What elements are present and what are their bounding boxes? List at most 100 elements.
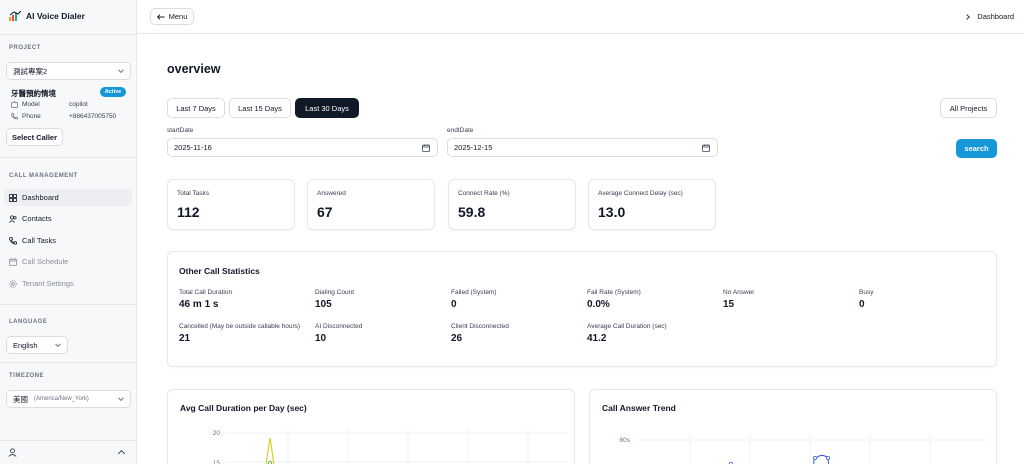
sidebar-item-label: Call Tasks	[22, 236, 57, 245]
y-tick-label: 15	[213, 460, 221, 464]
end-date-value: 2025-12-15	[454, 143, 493, 152]
stat-label: Dialing Count	[315, 289, 355, 296]
language-label: LANGUAGE	[9, 319, 48, 325]
project-label: PROJECT	[9, 45, 41, 51]
stat-value: 0.0%	[587, 299, 610, 310]
sidebar-item-dashboard[interactable]: Dashboard	[4, 189, 132, 206]
stat-value: 15	[723, 299, 735, 310]
stat-label: No Answer	[723, 289, 755, 296]
language-select[interactable]: English	[6, 336, 68, 354]
stat-value: 0	[859, 299, 865, 310]
phone-key: Phone	[22, 113, 41, 120]
model-row: Model copilot	[11, 101, 88, 108]
stat-label: Total Call Duration	[179, 289, 233, 296]
call-answer-trend-chart: 80s	[620, 435, 990, 464]
data-point[interactable]	[268, 461, 272, 464]
sidebar-item-tenant-settings[interactable]: Tenant Settings	[4, 275, 132, 292]
scenario-name: 牙醫預約情境	[11, 89, 56, 98]
other-call-statistics-card: Other Call Statistics Total Call Duratio…	[167, 251, 997, 367]
all-projects-button[interactable]: All Projects	[940, 98, 997, 118]
stat-label: Busy	[859, 289, 874, 296]
app-title: AI Voice Dialer	[26, 11, 85, 21]
sidebar: AI Voice Dialer PROJECT 測試專案2 牙醫預約情境 Act…	[0, 0, 137, 464]
phone-icon	[9, 236, 17, 244]
breadcrumb-item[interactable]: Dashboard	[977, 12, 1014, 21]
logo-icon	[9, 11, 21, 21]
phone-row: Phone +886437005750	[11, 113, 116, 120]
chart-title: Avg Call Duration per Day (sec)	[180, 403, 307, 413]
end-date-label: endtDate	[447, 127, 474, 134]
stat-label: Connect Rate (%)	[458, 190, 510, 197]
divider	[0, 440, 137, 441]
call-management-label: CALL MANAGEMENT	[9, 173, 78, 179]
stat-label: Failed (System)	[451, 289, 497, 296]
timezone-select[interactable]: 美國 (America/New_York)	[6, 390, 131, 408]
search-button[interactable]: search	[956, 139, 997, 158]
stat-card-total-tasks: Total Tasks 112	[167, 179, 295, 230]
stat-label: Average Call Duration (sec)	[587, 323, 667, 330]
stat-label: Total Tasks	[177, 190, 210, 197]
calendar-icon[interactable]	[702, 144, 710, 152]
sidebar-item-contacts[interactable]: Contacts	[4, 210, 132, 227]
select-caller-button[interactable]: Select Caller	[6, 128, 63, 146]
model-key: Model	[22, 101, 40, 108]
divider	[0, 34, 137, 35]
stat-value: 112	[177, 204, 200, 220]
avg-call-duration-chart-card: 20 15 Avg Call Duration per Day (sec)	[167, 389, 575, 464]
brand: AI Voice Dialer	[9, 11, 85, 21]
status-badge: Active	[100, 87, 126, 97]
stat-client-disconnected: Client Disconnected 26	[451, 322, 576, 344]
divider	[0, 304, 137, 305]
stat-card-connect-rate: Connect Rate (%) 59.8	[448, 179, 576, 230]
range-7-days-button[interactable]: Last 7 Days	[167, 98, 225, 118]
calendar-icon[interactable]	[422, 144, 430, 152]
stat-label: Answered	[317, 190, 346, 197]
bot-icon	[11, 101, 18, 108]
phone-icon	[11, 113, 18, 120]
stat-value: 59.8	[458, 204, 486, 220]
range-30-days-button[interactable]: Last 30 Days	[295, 98, 359, 118]
stat-card-avg-connect-delay: Average Connect Delay (sec) 13.0	[588, 179, 716, 230]
sidebar-item-label: Contacts	[22, 214, 52, 223]
stat-label: AI Disconnected	[315, 323, 363, 330]
end-date-input[interactable]: 2025-12-15	[447, 138, 718, 157]
stat-average-call-duration: Average Call Duration (sec) 41.2	[587, 322, 712, 344]
stat-total-call-duration: Total Call Duration 46 m 1 s	[179, 288, 304, 310]
menu-button[interactable]: Menu	[150, 8, 194, 25]
start-date-value: 2025-11-16	[174, 143, 212, 152]
menu-label: Menu	[168, 12, 188, 21]
stat-busy: Busy 0	[859, 288, 984, 310]
start-date-label: startDate	[167, 127, 194, 134]
chart-title: Call Answer Trend	[602, 403, 676, 413]
chevron-up-icon[interactable]	[117, 449, 126, 458]
sidebar-item-call-tasks[interactable]: Call Tasks	[4, 232, 132, 249]
user-icon[interactable]	[8, 448, 17, 457]
stat-label: Cancelled (May be outside callable hours…	[179, 323, 301, 330]
language-select-value: English	[13, 340, 38, 350]
divider	[0, 362, 137, 363]
range-15-days-button[interactable]: Last 15 Days	[229, 98, 291, 118]
stat-ai-disconnected: AI Disconnected 10	[315, 322, 440, 344]
stat-value: 21	[179, 333, 191, 344]
model-value: copilot	[69, 101, 88, 108]
stat-value: 105	[315, 299, 332, 310]
stat-value: 0	[451, 299, 457, 310]
data-point[interactable]	[812, 456, 817, 461]
start-date-input[interactable]: 2025-11-16	[167, 138, 438, 157]
y-tick-label: 20	[213, 430, 221, 437]
sidebar-item-call-schedule[interactable]: Call Schedule	[4, 253, 132, 270]
avg-call-duration-chart: 20 15	[213, 428, 568, 464]
chevron-down-icon	[55, 341, 61, 348]
stat-card-answered: Answered 67	[307, 179, 435, 230]
timezone-label: TIMEZONE	[9, 373, 44, 379]
project-select-value: 測試專案2	[13, 66, 48, 76]
arrow-left-icon	[156, 13, 165, 20]
page-title: overview	[167, 62, 221, 76]
call-answer-trend-chart-card: 80s Call Answer Trend	[589, 389, 997, 464]
project-select[interactable]: 測試專案2	[6, 62, 131, 80]
sidebar-item-label: Tenant Settings	[22, 279, 74, 288]
stat-fail-rate-system: Fail Rate (System) 0.0%	[587, 288, 712, 310]
calendar-icon	[9, 257, 17, 266]
y-tick-label: 80s	[620, 437, 631, 444]
data-point[interactable]	[825, 456, 830, 461]
